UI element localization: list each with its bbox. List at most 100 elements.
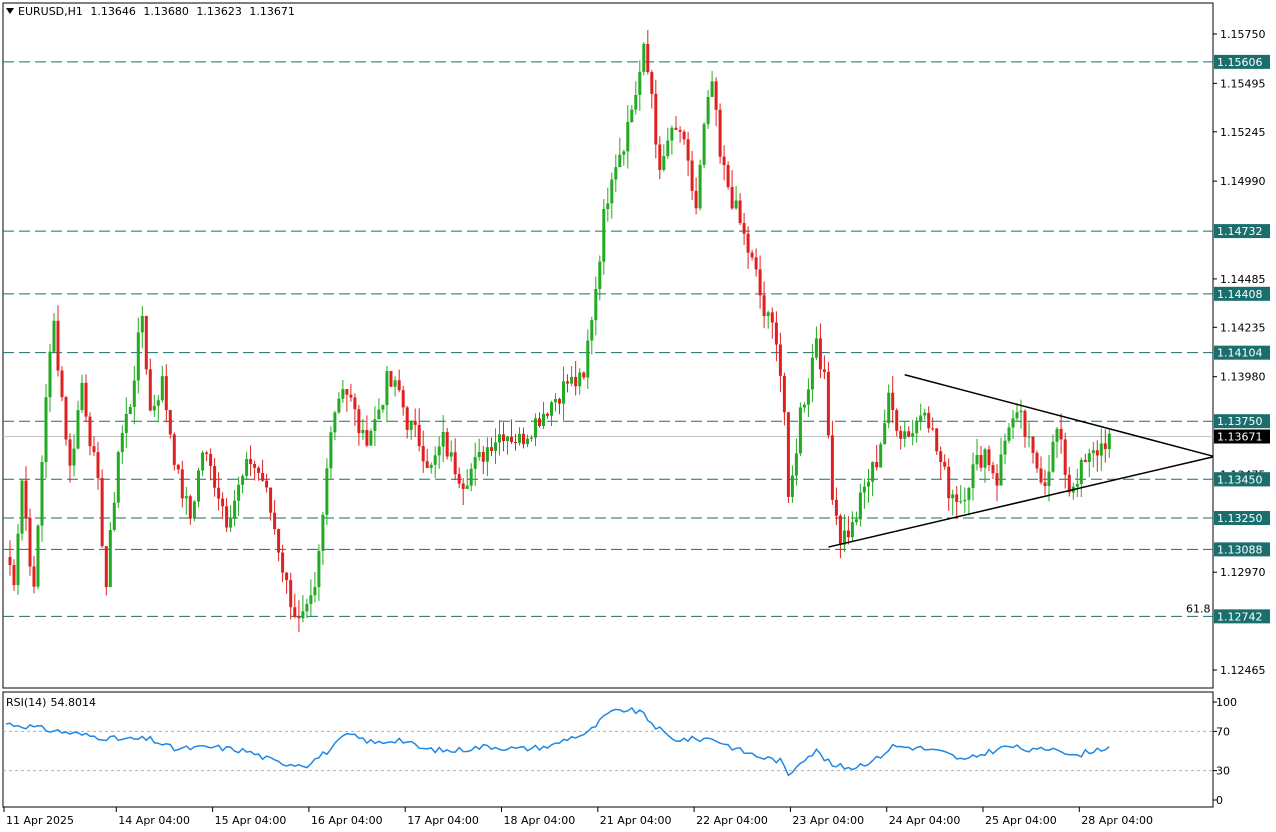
time-tick-label: 15 Apr 04:00 (215, 814, 287, 827)
bullish-candle (602, 209, 606, 262)
rsi-label: RSI(14) (6, 696, 47, 709)
bullish-candle (554, 398, 557, 403)
bullish-candle (550, 402, 553, 416)
bullish-candle (999, 454, 1003, 486)
bearish-candle (830, 435, 834, 500)
bearish-candle (389, 371, 393, 387)
rsi-tick-label: 100 (1216, 696, 1237, 709)
bullish-candle (160, 376, 164, 401)
bullish-candle (241, 475, 245, 485)
bearish-candle (100, 478, 104, 547)
level-label-bg (1214, 224, 1270, 239)
chart-header: EURUSD,H1 1.13646 1.13680 1.13623 1.1367… (6, 5, 299, 18)
bearish-candle (1043, 482, 1047, 487)
bearish-candle (758, 269, 762, 296)
bearish-candle (225, 506, 229, 528)
bullish-candle (618, 154, 622, 168)
bullish-candle (850, 522, 854, 538)
bullish-candle (983, 449, 987, 468)
bullish-candle (622, 151, 626, 155)
bullish-candle (80, 382, 84, 411)
bullish-candle (1003, 440, 1007, 455)
bullish-candle (530, 437, 533, 439)
price-tick-label: 1.12465 (1220, 664, 1266, 677)
bearish-candle (778, 344, 782, 376)
bullish-candle (790, 475, 794, 497)
level-label-bg (1214, 54, 1270, 69)
close-value: 1.13671 (249, 5, 295, 18)
bullish-candle (1015, 412, 1019, 419)
bullish-candle (518, 433, 521, 443)
bearish-candle (566, 381, 569, 384)
bullish-candle (337, 398, 341, 413)
bullish-candle (112, 502, 116, 531)
bearish-candle (694, 190, 698, 209)
bearish-candle (92, 446, 96, 453)
bearish-candle (397, 380, 401, 391)
time-tick-label: 28 Apr 04:00 (1081, 814, 1153, 827)
dropdown-triangle-icon[interactable] (6, 8, 14, 14)
bullish-candle (614, 167, 618, 180)
level-label: 1.13250 (1217, 512, 1263, 525)
bearish-candle (674, 127, 678, 130)
bullish-candle (662, 156, 666, 170)
bullish-candle (1091, 450, 1095, 454)
current-price-label: 1.13671 (1217, 431, 1263, 444)
bullish-candle (184, 496, 188, 499)
bearish-candle (257, 467, 261, 473)
bearish-candle (678, 129, 682, 132)
bearish-candle (289, 580, 293, 608)
bearish-candle (148, 369, 152, 411)
level-label: 1.14408 (1217, 288, 1263, 301)
bullish-candle (477, 451, 481, 458)
time-tick-label: 25 Apr 04:00 (985, 814, 1057, 827)
bullish-candle (842, 530, 846, 545)
bearish-candle (253, 464, 257, 468)
bearish-candle (899, 430, 903, 439)
bearish-candle (293, 607, 297, 617)
bearish-candle (782, 375, 786, 413)
bearish-candle (172, 434, 176, 465)
triangle-upper-trendline[interactable] (904, 374, 1214, 457)
bullish-candle (606, 203, 610, 210)
bearish-candle (401, 390, 405, 408)
price-tick-label: 1.13980 (1220, 371, 1266, 384)
fib-level-label: 61.8 (1186, 602, 1211, 615)
bullish-candle (361, 429, 365, 434)
bullish-candle (526, 438, 529, 445)
bullish-candle (590, 320, 594, 341)
bearish-candle (461, 483, 465, 490)
bullish-candle (469, 468, 473, 486)
bearish-candle (546, 413, 549, 416)
bearish-candle (846, 530, 850, 538)
bullish-candle (642, 43, 646, 72)
bearish-candle (927, 412, 931, 429)
bearish-candle (345, 389, 349, 395)
time-tick-label: 23 Apr 04:00 (792, 814, 864, 827)
rsi-tick-label: 0 (1216, 794, 1223, 807)
bullish-candle (871, 461, 875, 482)
bearish-candle (12, 565, 16, 586)
bullish-candle (465, 485, 469, 490)
bullish-candle (702, 124, 706, 165)
bullish-candle (132, 380, 136, 407)
bearish-candle (249, 459, 253, 465)
bearish-candle (88, 416, 92, 447)
bullish-candle (449, 452, 453, 457)
bearish-candle (1095, 450, 1099, 456)
triangle-lower-trendline[interactable] (828, 456, 1214, 548)
level-label-bg (1214, 472, 1270, 487)
bullish-candle (433, 455, 437, 465)
bearish-candle (273, 512, 277, 530)
bearish-candle (104, 546, 108, 588)
bearish-candle (891, 392, 895, 410)
level-label: 1.15606 (1217, 56, 1263, 69)
bearish-candle (365, 429, 369, 446)
bearish-candle (514, 442, 517, 444)
bearish-candle (405, 407, 409, 430)
bullish-candle (36, 525, 40, 587)
bullish-candle (975, 455, 979, 465)
price-tick-label: 1.12970 (1220, 566, 1266, 579)
bullish-candle (40, 462, 44, 526)
